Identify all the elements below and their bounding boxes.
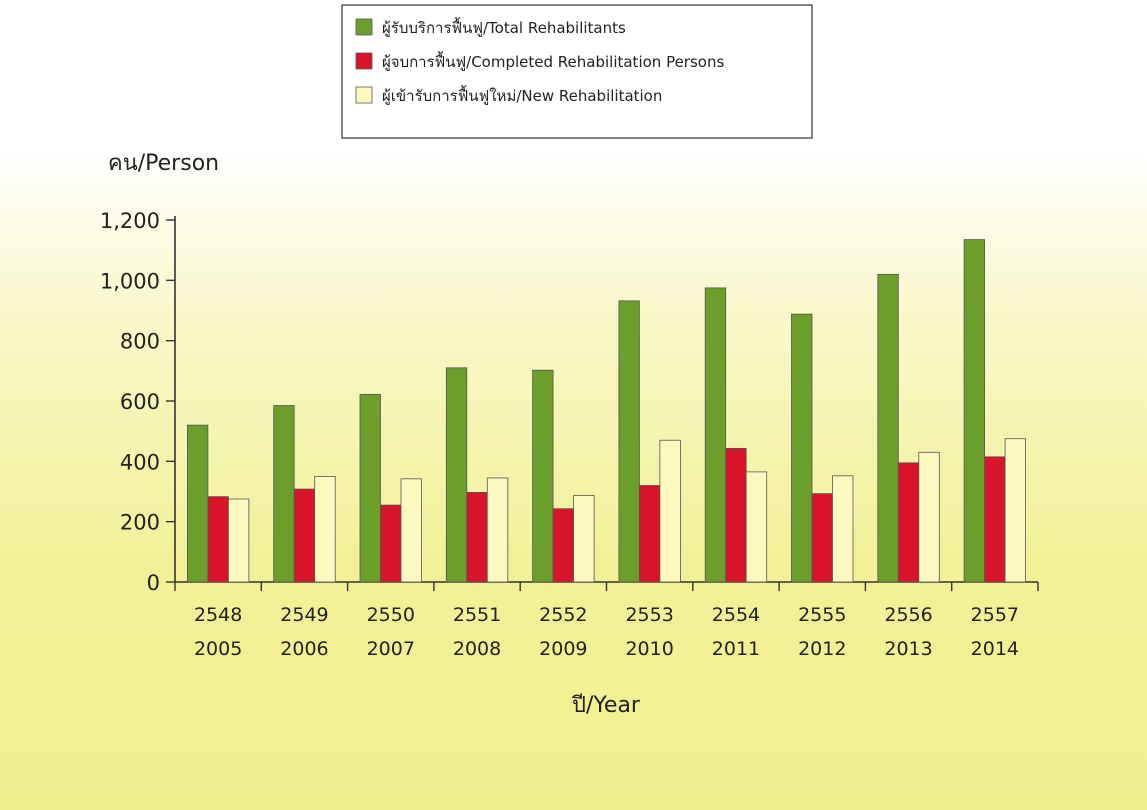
x-tick-label: 2010 [625, 638, 673, 660]
x-tick-label: 2548 [194, 604, 242, 626]
bar-2-2556 [897, 462, 920, 583]
bar-3-2554 [745, 471, 768, 583]
x-tick-label: 2554 [712, 604, 760, 626]
x-tick-label: 2007 [367, 638, 415, 660]
y-tick-label: 1,200 [100, 209, 160, 233]
x-tick-label: 2011 [712, 638, 760, 660]
bar-3-2557 [1004, 438, 1026, 583]
bar-1-2553 [618, 300, 640, 583]
legend-swatch-1 [355, 18, 373, 36]
legend: ผู้รับบริการฟื้นฟู/Total Rehabilitants ผู… [341, 4, 813, 139]
x-tick-label: 2008 [453, 638, 501, 660]
bar-2-2557 [984, 456, 1006, 583]
bar-3-2551 [486, 477, 509, 583]
bar-1-2550 [359, 393, 381, 583]
x-axis-label: ปี/Year [571, 693, 641, 718]
x-tick-label: 2553 [625, 604, 673, 626]
bar-1-2554 [704, 287, 727, 583]
legend-swatch-3 [355, 86, 373, 104]
y-tick-label: 400 [120, 450, 160, 474]
bar-1-2557 [963, 239, 985, 583]
bar-2-2548 [207, 496, 229, 583]
bar-2-2552 [552, 508, 574, 583]
x-tick-label: 2006 [280, 638, 328, 660]
bar-3-2555 [832, 475, 854, 583]
bar-2-2550 [380, 504, 402, 583]
bar-3-2550 [400, 478, 422, 583]
bar-2-2549 [293, 488, 316, 583]
y-tick-label: 0 [147, 571, 160, 595]
bar-3-2549 [314, 476, 336, 583]
legend-label-2: ผู้จบการฟื้นฟู/Completed Rehabilitation … [382, 51, 724, 71]
x-tick-label: 2555 [798, 604, 846, 626]
bar-2-2554 [725, 447, 747, 583]
bar-3-2556 [918, 451, 940, 583]
x-tick-label: 2557 [971, 604, 1019, 626]
bar-1-2552 [532, 369, 554, 583]
bar-1-2548 [186, 424, 209, 583]
legend-box [341, 4, 813, 139]
y-tick-label: 600 [120, 390, 160, 414]
bar-1-2549 [273, 405, 295, 583]
y-tick-label: 1,000 [100, 269, 160, 293]
x-tick-label: 2550 [367, 604, 415, 626]
bar-3-2552 [573, 495, 595, 583]
bar-1-2555 [791, 313, 813, 583]
plot-area: 0 200 400 600 800 1,000 1,200 2548 2005 2549 2006 2… [100, 209, 1039, 660]
x-tick-label: 2005 [194, 638, 242, 660]
bar-1-2556 [877, 273, 899, 583]
bar-3-2548 [227, 498, 250, 583]
x-tick-label: 2556 [884, 604, 932, 626]
x-tick-label: 2013 [884, 638, 932, 660]
y-axis-label: คน/Person [108, 151, 219, 176]
x-tick-label: 2549 [280, 604, 328, 626]
legend-swatch-2 [355, 52, 373, 70]
x-tick-label: 2014 [971, 638, 1019, 660]
bar-3-2553 [659, 439, 681, 583]
bar-2-2553 [639, 485, 661, 583]
x-tick-label: 2009 [539, 638, 587, 660]
bar-2-2551 [466, 492, 488, 583]
legend-label-1: ผู้รับบริการฟื้นฟู/Total Rehabilitants [382, 17, 626, 37]
bar-1-2551 [445, 367, 468, 583]
bar-2-2555 [811, 493, 833, 583]
legend-label-3: ผู้เข้ารับการฟื้นฟูใหม่/New Rehabilitati… [382, 85, 662, 105]
y-tick-label: 800 [120, 330, 160, 354]
y-tick-label: 200 [120, 511, 160, 535]
x-tick-label: 2551 [453, 604, 501, 626]
x-tick-label: 2012 [798, 638, 846, 660]
x-tick-label: 2552 [539, 604, 587, 626]
